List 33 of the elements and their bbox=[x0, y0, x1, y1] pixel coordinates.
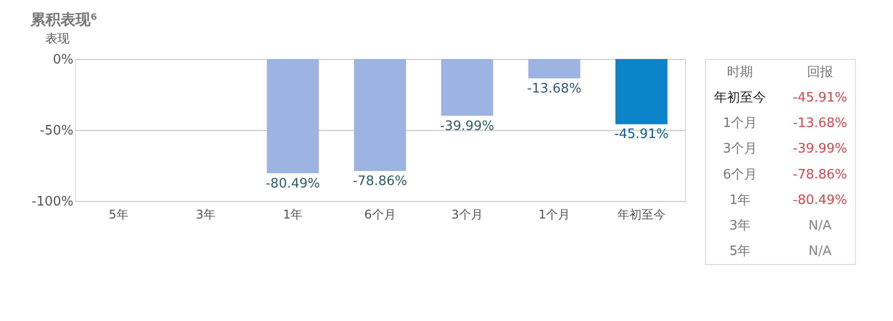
category-label: 6个月 bbox=[722, 167, 758, 182]
x-tick-label: 3个月 bbox=[451, 208, 483, 222]
text: N/A bbox=[808, 244, 832, 260]
x-tick-label: 3年 bbox=[196, 208, 216, 222]
text: 回报 bbox=[807, 64, 833, 80]
category-label: 1个月 bbox=[722, 116, 758, 132]
y-tick-label: -100% bbox=[32, 194, 74, 210]
y-tick-label: -50% bbox=[40, 124, 74, 138]
y-tick-label: 0% bbox=[52, 52, 74, 68]
category-label: 3年 bbox=[729, 218, 751, 234]
text: -13.68% bbox=[792, 116, 848, 132]
x-tick-label: 5年 bbox=[108, 208, 128, 222]
chart-title: 累积表现⁶ bbox=[30, 10, 98, 28]
text: -80.49% bbox=[792, 192, 848, 208]
x-tick-label: 年初至今 bbox=[617, 208, 666, 222]
data-label: -80.49% bbox=[266, 176, 320, 192]
category-label: 年初至今 bbox=[714, 90, 766, 106]
category-label: 3个月 bbox=[722, 142, 758, 157]
text: -78.86% bbox=[792, 167, 848, 182]
text: -45.91% bbox=[792, 90, 848, 106]
data-label: -39.99% bbox=[440, 118, 494, 134]
x-tick-label: 1个月 bbox=[538, 208, 570, 222]
x-tick-label: 6个月 bbox=[364, 208, 396, 222]
category-label: 1年 bbox=[729, 192, 751, 208]
y-axis-title: 表现 bbox=[46, 32, 70, 46]
data-label: -45.91% bbox=[614, 127, 669, 142]
x-tick-label: 1年 bbox=[283, 208, 303, 222]
text: 时期 bbox=[727, 64, 753, 80]
text: -39.99% bbox=[792, 142, 848, 157]
text: N/A bbox=[808, 218, 832, 234]
data-label: -78.86% bbox=[352, 174, 408, 189]
data-label: -13.68% bbox=[527, 81, 582, 96]
category-label: 5年 bbox=[729, 244, 751, 260]
